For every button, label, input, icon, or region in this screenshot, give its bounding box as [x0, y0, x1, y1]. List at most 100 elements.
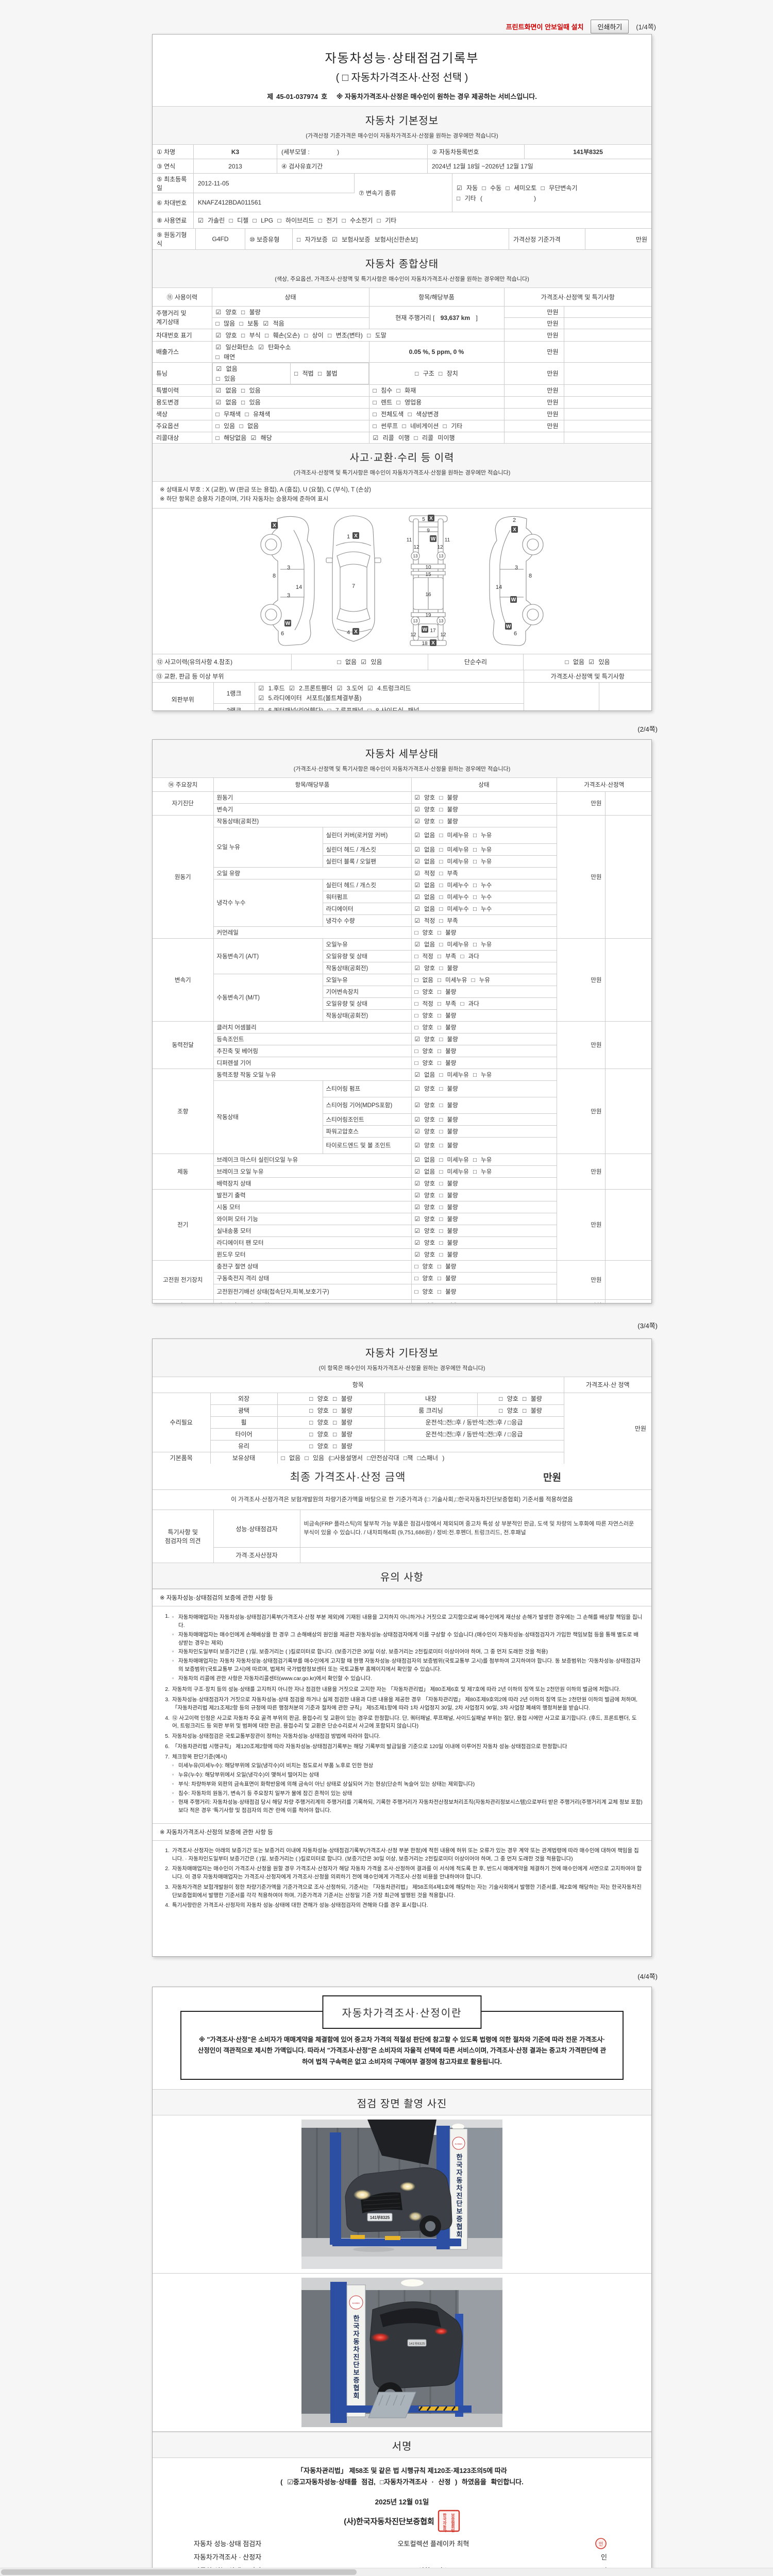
print-plugin-notice-link[interactable]: 프린트화면이 안보일때 설치	[506, 23, 584, 31]
label-mileage: 주행거리 및 계기상태	[153, 306, 212, 329]
group-repair-needed: 수리필요	[153, 1392, 211, 1452]
section-title: 자동차 종합상태	[365, 259, 439, 270]
scrollbar-thumb[interactable]	[1, 2569, 357, 2575]
rank1-line1: ☑ 1.후드 ☑ 2.프론트휀더 ☑ 3.도어 ☑ 4.트렁크리드	[258, 685, 411, 692]
value-reg-number: 141부8325	[573, 148, 603, 156]
svg-text:12: 12	[440, 632, 446, 638]
top-view: 1 7 4 X X	[326, 515, 381, 642]
car-diagram-svg: 3 8 3 14 6 X W	[260, 514, 544, 647]
svg-text:KAIWA: KAIWA	[352, 2302, 360, 2304]
status-cell: ☑ 없음 □ 미세누유 □ 누유	[411, 1068, 557, 1081]
svg-text:12: 12	[413, 545, 419, 550]
price-cell: 만원	[556, 1299, 606, 1303]
item-cell: 와이퍼 모터 기능	[213, 1212, 412, 1225]
section-notes: 유의 사항	[153, 1563, 651, 1589]
note-sub: 누유(누수): 해당부위에서 오일(냉각수)이 맺혀서 떨어지는 상태	[172, 1771, 643, 1780]
label-inspector: 자동차 성능·상태 점검자	[194, 2540, 262, 2548]
price-cell: 만원	[556, 815, 606, 939]
price-cell: 만원	[556, 1068, 606, 1154]
header-item-part: 항목/해당부품	[213, 777, 412, 792]
tuning-legal: □ 적법 □ 불법	[294, 370, 338, 377]
recall-item: ☑ 리콜 이행 □ 리콜 미이행	[368, 431, 505, 444]
price-cell: 만원	[556, 1260, 606, 1300]
value-submodel: (세부모델 : )	[277, 145, 428, 159]
state-cell: □ 없음 □ 있음 (□사용설명서 □안전삼각대 □잭 □스패너 )	[277, 1451, 564, 1464]
svg-text:13: 13	[439, 619, 444, 623]
label-model-year: ③ 연식	[153, 159, 194, 173]
item-cell: 시동 모터	[213, 1200, 412, 1213]
svg-text:6: 6	[281, 631, 284, 637]
section-note: (색상, 주요옵션, 가격조사·산정액 및 특기사항은 매수인이 자동차가격조사…	[275, 276, 529, 282]
tuning-yes: □ 있음	[216, 375, 236, 382]
sub-label: 광택	[210, 1404, 278, 1417]
row: 등속조인트 ☑ 양호 □ 불량	[153, 1032, 651, 1045]
note-item: 2. 자동차의 구조·장치 등의 성능·상태를 고지하지 아니한 자나 점검한 내…	[161, 1686, 643, 1694]
section-title: 자동차 세부상태	[365, 749, 439, 760]
usage-item: □ 렌트 □ 영업용	[368, 396, 505, 409]
status-cell: ☑ 없음 □ 미세누유 □ 누유	[411, 938, 557, 951]
price-cell	[503, 431, 564, 444]
print-button[interactable]: 인쇄하기	[591, 20, 629, 33]
row-tuning: 튜닝 ☑ 없음 □ 있음 □ 적법 □ 불법 □ 구조 □ 장치 만원	[153, 362, 651, 385]
note-text: ⑫ 사고이력 인정은 사고로 자동차 주요 골격 부위의 판금, 용접수리 및 …	[172, 1715, 637, 1730]
label-car-name: ① 차명	[153, 145, 194, 159]
status-cell: □ 양호 □ 불량	[411, 1056, 557, 1069]
row: 기어변속장치 □ 양호 □ 불량	[153, 985, 651, 998]
note-item: 3. 자동차성능·상태점검자가 거짓으로 자동차성능·상태 점검을 하거나 실제 …	[161, 1696, 643, 1713]
label-special: 특별이력	[153, 384, 212, 397]
remarks-cell	[604, 791, 651, 816]
item-cell: 실내송풍 모터	[213, 1224, 412, 1237]
svg-text:12: 12	[410, 632, 416, 638]
row: 작동상태(공회전) □ 양호 □ 불량	[153, 1009, 651, 1022]
remarks-cell	[563, 396, 651, 409]
side-view-right: 2 3 8 14 6 X W W	[489, 516, 544, 646]
group-high-voltage: 고전원 전기장치	[153, 1260, 214, 1300]
svg-text:인: 인	[599, 2541, 603, 2547]
status-cell: ☑ 양호 □ 불량	[411, 815, 557, 827]
row-exterior-interior: 수리필요 외장 □ 양호 □ 불량 내장 □ 양호 □ 불량 만원	[153, 1392, 651, 1464]
value-transmission-type: ☑ 자동 □ 수동 □ 세미오토 □ 무단변속기 □ 기타 ( )	[452, 174, 651, 212]
note-text: 자동차가격은 보험개발원이 정한 차량기준가액을 기준가격으로 조사·산정하되,…	[172, 1884, 642, 1899]
final-price-note: 이 가격조사·산정가격은 보험개발원의 차량기준가액을 바탕으로 한 기준가격과…	[153, 1490, 651, 1511]
row: 자기진단 원동기 ☑ 양호 □ 불량 만원	[153, 791, 651, 816]
accident-history-state: □ 없음 ☑ 있음	[292, 654, 428, 670]
row-fuel: ⑧ 사용연료 ☑ 가솔린 □ 디젤 □ LPG □ 하이브리드 □ 전기 □ 수…	[153, 212, 651, 229]
vin-state: ☑ 양호 □ 부식 □ 훼손(오손) □ 상이 □ 변조(변타) □ 도말	[211, 328, 505, 342]
remarks-cell	[563, 317, 651, 329]
status-cell: ☑ 양호 □ 불량	[411, 961, 557, 974]
inspector-name: 오토컬렉션 플레이카 최혁	[397, 2540, 469, 2548]
row: 라디에이터 ☑ 없음 □ 미세누수 □ 누수	[153, 902, 651, 915]
row: 워터펌프 ☑ 없음 □ 미세누수 □ 누수	[153, 890, 651, 903]
horizontal-scrollbar[interactable]	[0, 2568, 773, 2576]
item-cell: 작동상태(공회전)	[213, 815, 412, 827]
row-tire: 타이어 □ 양호 □ 불량 운전석□전□후 / 동반석□전□후 / □응급	[153, 1428, 651, 1440]
value-first-reg-date: 2012-11-05	[194, 174, 355, 193]
note-number: 6.	[165, 1743, 170, 1750]
final-price-unit: 만원	[543, 1472, 561, 1483]
panel-rank-table: ⑬ 교환, 판금 등 이상 부위 가격조사·산정액 및 특기사항 외판부위 1랭…	[153, 670, 651, 710]
note-line: 체크항목 판단기준(예시)	[172, 1753, 227, 1760]
subitem-cell: 라디에이터	[322, 902, 412, 915]
header-price: 가격조사·산 정액	[563, 1377, 651, 1393]
mileage-item: 현재 주행거리 [ 93,637 km ]	[368, 306, 505, 329]
svg-text:4: 4	[347, 630, 350, 636]
section-title: 서명	[392, 2441, 412, 2452]
label-tuning: 튜닝	[153, 362, 212, 385]
rank2-items: ☑ 6.쿼터패널(리어휀다) □ 7.루프패널 □ 8.사이드실 패널	[254, 703, 524, 710]
final-price-label: 최종 가격조사·산정 금액	[290, 1471, 406, 1483]
svg-text:14: 14	[496, 584, 502, 590]
row: 추진축 및 베어링 □ 양호 □ 불량	[153, 1044, 651, 1057]
subitem-cell: 기어변속장치	[322, 985, 412, 998]
status-cell: □ 적정 □ 부족 □ 과다	[411, 950, 557, 962]
section-photos: 점검 장면 촬영 사진	[153, 2089, 651, 2115]
tuning-state: ☑ 없음 □ 있음 □ 적법 □ 불법	[212, 362, 369, 384]
row: 오일유량 및 상태 □ 적정 □ 부족 □ 과다	[153, 950, 651, 962]
banner-text-rear: 한국자동차진단보증협회	[352, 2314, 360, 2400]
section-note: (가격조사·산정액 및 특기사항은 매수인이 자동차가격조사·산정을 원하는 경…	[293, 470, 511, 476]
detail-state-table: ⑭ 주요장치 항목/해당부품 상태 가격조사·산정액 자기진단 원동기 ☑ 양호…	[153, 777, 651, 1303]
section-note: (이 항목은 매수인이 자동차가격조사·산정을 원하는 경우에만 적습니다)	[318, 1365, 485, 1371]
group-electrical: 전기	[153, 1189, 214, 1261]
subitem-cell: 오일누유	[322, 973, 412, 986]
page-indicator-3: (3/4쪽)	[637, 1322, 658, 1330]
price-cell: 만원	[523, 682, 599, 710]
